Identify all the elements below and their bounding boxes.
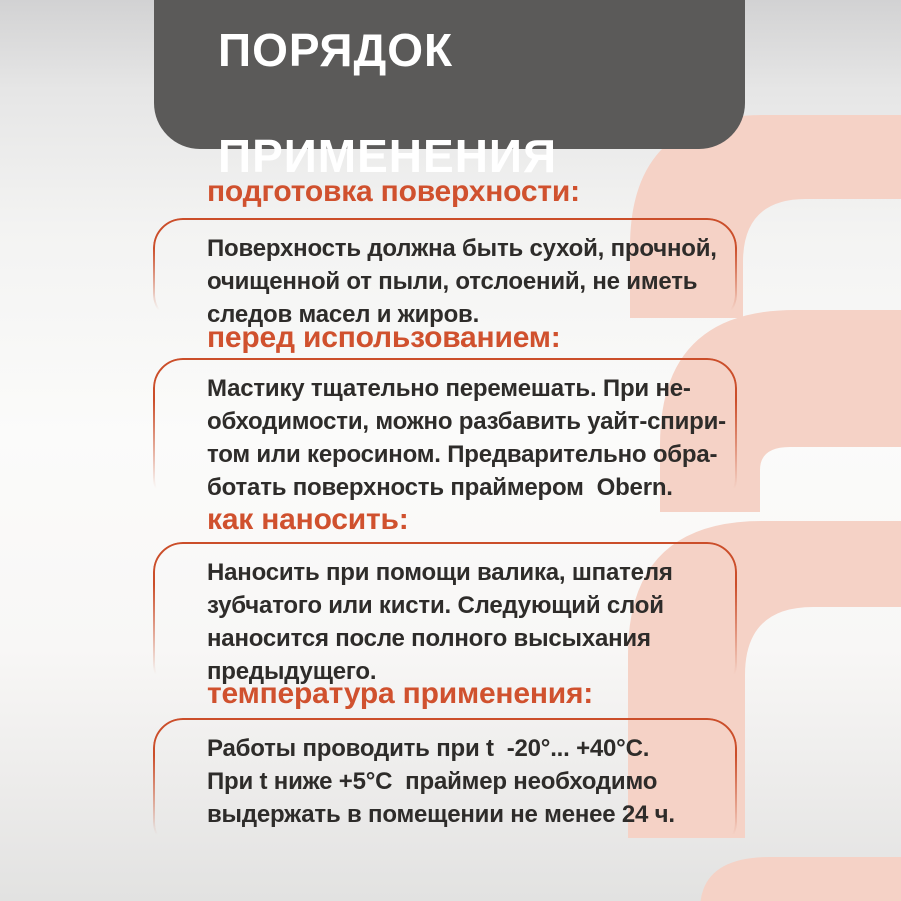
body-line: ботать поверхность праймером Obern. [207, 474, 673, 501]
body-line: Поверхность должна быть сухой, прочной, [207, 235, 717, 262]
body-line: Работы проводить при t -20°... +40°С. [207, 735, 650, 762]
page-title: ПОРЯДОК ПРИМЕНЕНИЯ [218, 24, 557, 183]
body-line: Наносить при помощи валика, шпателя [207, 559, 673, 586]
body-line: зубчатого или кисти. Следующий слой [207, 592, 664, 619]
body-line: очищенной от пыли, отслоений, не иметь [207, 268, 698, 295]
page-title-line-2: ПРИМЕНЕНИЯ [218, 130, 558, 182]
section-4-card: Работы проводить при t -20°... +40°С. Пр… [153, 718, 737, 852]
body-line: том или керосином. Предварительно обра- [207, 441, 718, 468]
section-1-card: Поверхность должна быть сухой, прочной, … [153, 218, 737, 328]
body-line: выдержать в помещении не менее 24 ч. [207, 801, 675, 828]
body-line: При t ниже +5°С праймер необходимо [207, 768, 658, 795]
body-line: предыдущего. [207, 658, 377, 685]
body-line: наносится после полного высыхания [207, 625, 651, 652]
body-line: Мастику тщательно перемешать. При не- [207, 375, 691, 402]
header-card: ПОРЯДОК ПРИМЕНЕНИЯ [154, 0, 745, 182]
section-2-heading: перед использованием: [207, 321, 561, 354]
section-1-heading: подготовка поверхности: [207, 175, 580, 208]
section-3-card: Наносить при помощи валика, шпателя зубч… [153, 542, 737, 694]
section-3-heading: как наносить: [207, 503, 409, 536]
section-4-heading: температура применения: [207, 677, 594, 710]
page-title-line-1: ПОРЯДОК [218, 24, 454, 76]
section-2-card: Мастику тщательно перемешать. При не- об… [153, 358, 737, 508]
body-line: обходимости, можно разбавить уайт-спири- [207, 408, 726, 435]
